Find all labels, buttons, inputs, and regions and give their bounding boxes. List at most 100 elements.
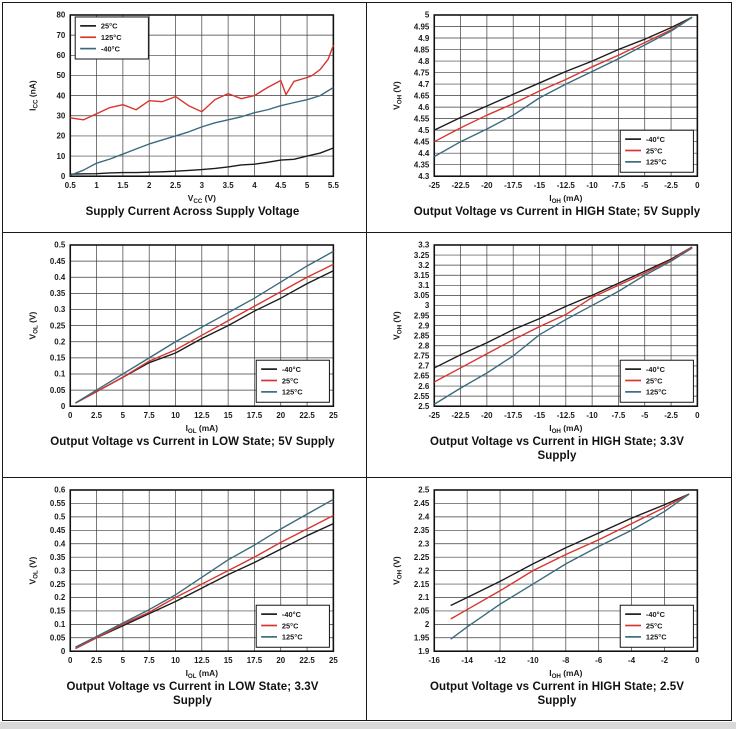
legend-label-125°C: 125°C xyxy=(281,388,302,397)
svg-text:0.35: 0.35 xyxy=(49,553,65,562)
series-line-25°C xyxy=(450,493,690,620)
svg-text:0.25: 0.25 xyxy=(49,321,65,330)
chart-title-line: Supply xyxy=(173,695,212,708)
svg-text:0.35: 0.35 xyxy=(49,289,65,298)
svg-text:-22.5: -22.5 xyxy=(452,411,471,420)
series-group xyxy=(433,16,693,158)
svg-text:0: 0 xyxy=(60,402,65,411)
svg-text:2.15: 2.15 xyxy=(414,580,430,589)
chart-grid: 80 70 60 50 40 30 20 10 0 0.5 1 1.5 2 2.5 3 3.5 4 4.5 5 5.5… xyxy=(3,3,731,720)
legend: 25°C 125°C -40°C xyxy=(74,16,149,60)
legend-label-25°C: 25°C xyxy=(646,146,663,155)
svg-text:2.65: 2.65 xyxy=(414,372,430,381)
svg-text:3: 3 xyxy=(425,301,430,310)
svg-text:4.5: 4.5 xyxy=(418,126,430,135)
svg-text:0: 0 xyxy=(68,411,73,420)
svg-text:0.3: 0.3 xyxy=(54,305,66,314)
svg-text:4.45: 4.45 xyxy=(414,137,430,146)
plot-frame xyxy=(68,14,334,178)
legend-label--40°C: -40°C xyxy=(646,365,666,374)
series-line-125°C xyxy=(450,493,690,640)
chart-title-line: Supply xyxy=(537,450,577,463)
svg-text:4.95: 4.95 xyxy=(414,22,430,31)
series-group xyxy=(74,498,334,650)
series-line-125°C xyxy=(74,498,334,648)
svg-text:40: 40 xyxy=(56,91,65,100)
svg-text:4.4: 4.4 xyxy=(418,149,430,158)
svg-text:2.5: 2.5 xyxy=(418,486,430,495)
svg-text:5.5: 5.5 xyxy=(327,181,339,190)
svg-text:-7.5: -7.5 xyxy=(612,181,626,190)
svg-text:3.05: 3.05 xyxy=(414,291,430,300)
svg-text:-10: -10 xyxy=(586,411,598,420)
series-line--40°C xyxy=(450,493,690,607)
svg-text:2.35: 2.35 xyxy=(414,526,430,535)
svg-text:30: 30 xyxy=(56,112,65,121)
svg-text:17.5: 17.5 xyxy=(246,411,262,420)
svg-text:2.85: 2.85 xyxy=(414,331,430,340)
axis-labels: 0.5 0.45 0.4 0.35 0.3 0.25 0.2 0.15 0.1 0.05 00 2.5… xyxy=(27,241,338,434)
svg-text:-5: -5 xyxy=(641,181,649,190)
legend-label-25°C: 25°C xyxy=(646,621,663,630)
svg-text:2.4: 2.4 xyxy=(418,513,430,522)
svg-text:-5: -5 xyxy=(641,411,649,420)
svg-text:0.5: 0.5 xyxy=(64,181,76,190)
svg-text:3.25: 3.25 xyxy=(414,251,430,260)
svg-text:22.5: 22.5 xyxy=(299,656,315,665)
svg-text:-25: -25 xyxy=(429,411,441,420)
plot-frame xyxy=(68,489,334,653)
x-axis-label: IOL (mA) xyxy=(185,423,218,434)
svg-text:2: 2 xyxy=(146,181,151,190)
legend: -40°C 25°C 125°C xyxy=(255,359,330,403)
y-axis-label: VOL (V) xyxy=(27,312,39,340)
legend: -40°C 25°C 125°C xyxy=(619,604,694,648)
svg-text:2.7: 2.7 xyxy=(418,362,430,371)
svg-text:2.75: 2.75 xyxy=(414,352,430,361)
svg-text:0.15: 0.15 xyxy=(49,607,65,616)
svg-text:2.8: 2.8 xyxy=(418,342,430,351)
svg-text:-22.5: -22.5 xyxy=(452,181,471,190)
svg-text:80: 80 xyxy=(56,11,65,20)
chart-cell-vol-3v3: 0.6 0.55 0.5 0.45 0.4 0.35 0.3 0.25 0.2 0.15 0.1 0.… xyxy=(3,478,367,720)
series-line-25°C xyxy=(74,514,334,650)
series-line--40°C xyxy=(433,246,693,369)
chart-cell-supply-current: 80 70 60 50 40 30 20 10 0 0.5 1 1.5 2 2.5 3 3.5 4 4.5 5 5.5… xyxy=(3,3,367,233)
y-axis-label: VOH (V) xyxy=(392,311,404,340)
svg-text:4.75: 4.75 xyxy=(414,68,430,77)
axis-labels: 5 4.95 4.9 4.85 4.8 4.75 4.7 4.65 4.6 4.55 4.5 4.45… xyxy=(392,11,701,204)
series-group xyxy=(74,250,334,404)
series-line--40°C xyxy=(69,86,334,176)
svg-text:1.5: 1.5 xyxy=(117,181,129,190)
chart-cell-vol-5v: 0.5 0.45 0.4 0.35 0.3 0.25 0.2 0.15 0.1 0.05 0 0 2.5… xyxy=(3,233,367,478)
chart-title-line: Output Voltage vs Current in LOW State; … xyxy=(50,436,335,448)
svg-text:3.2: 3.2 xyxy=(418,261,430,270)
svg-text:-16: -16 xyxy=(429,656,441,665)
svg-text:-20: -20 xyxy=(481,411,493,420)
legend: -40°C 25°C 125°C xyxy=(619,129,694,173)
legend: -40°C 25°C 125°C xyxy=(255,604,330,648)
legend-label-25°C: 25°C xyxy=(100,22,117,31)
svg-text:0.2: 0.2 xyxy=(54,337,66,346)
svg-text:4.85: 4.85 xyxy=(414,45,430,54)
plot-frame xyxy=(433,489,699,653)
legend-label-125°C: 125°C xyxy=(281,633,302,642)
svg-text:4.8: 4.8 xyxy=(418,57,430,66)
legend-label--40°C: -40°C xyxy=(100,44,120,53)
series-group xyxy=(433,246,693,405)
svg-text:3.1: 3.1 xyxy=(418,281,430,290)
svg-text:10: 10 xyxy=(56,152,65,161)
svg-text:-12: -12 xyxy=(494,656,506,665)
chart-canvas-vol-5v: 0.5 0.45 0.4 0.35 0.3 0.25 0.2 0.15 0.1 0.05 00 2.5… xyxy=(27,241,338,434)
svg-text:12.5: 12.5 xyxy=(194,411,210,420)
svg-text:0.6: 0.6 xyxy=(54,486,66,495)
axis-labels: 80 70 60 50 40 30 20 10 00.5 1 1.5 2 2.5 3 3.5 4 4.5 5 5.5… xyxy=(27,11,339,204)
svg-text:2.5: 2.5 xyxy=(91,411,103,420)
svg-text:0.4: 0.4 xyxy=(54,540,66,549)
svg-text:2.1: 2.1 xyxy=(418,593,430,602)
svg-text:0: 0 xyxy=(68,656,73,665)
chart-title-voh-2v5: Output Voltage vs Current in HIGH State;… xyxy=(430,680,684,709)
chart-cell-voh-3v3: 3.3 3.25 3.2 3.15 3.1 3.05 3 2.95 2.9 2.85 2.8 2.75… xyxy=(367,233,731,478)
y-axis-label: VOH (V) xyxy=(392,556,404,585)
svg-text:1: 1 xyxy=(94,181,99,190)
